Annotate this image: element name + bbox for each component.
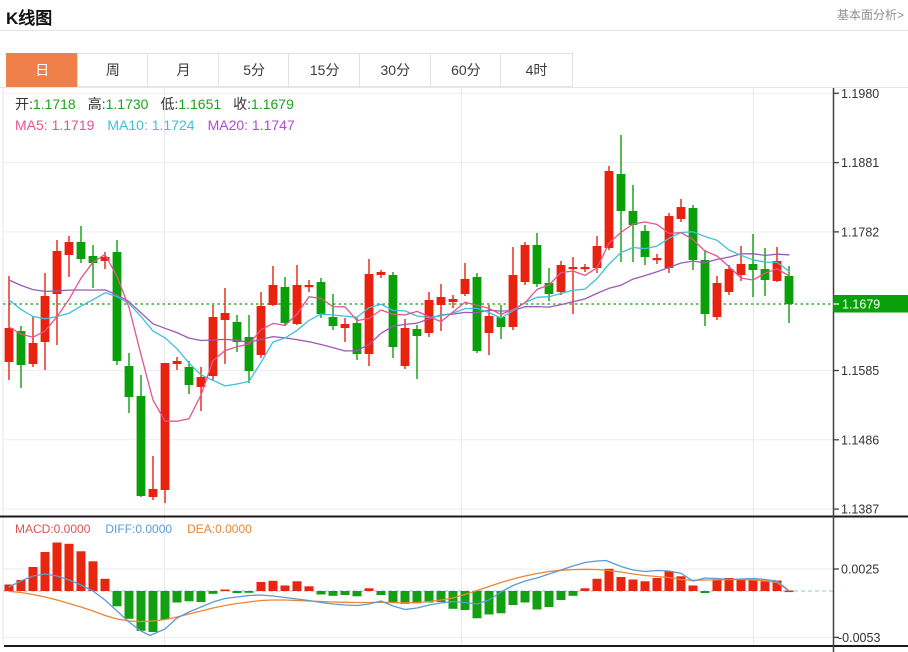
svg-text:1.1980: 1.1980 — [841, 87, 879, 101]
svg-text:1.1679: 1.1679 — [842, 298, 880, 312]
svg-text:1.1881: 1.1881 — [841, 156, 879, 170]
svg-text:1.1585: 1.1585 — [841, 364, 879, 378]
svg-text:-0.0053: -0.0053 — [838, 631, 880, 645]
svg-text:1.1486: 1.1486 — [841, 433, 879, 447]
svg-text:0.0025: 0.0025 — [841, 563, 879, 577]
svg-text:1.1387: 1.1387 — [841, 503, 879, 517]
svg-text:1.1782: 1.1782 — [841, 225, 879, 239]
